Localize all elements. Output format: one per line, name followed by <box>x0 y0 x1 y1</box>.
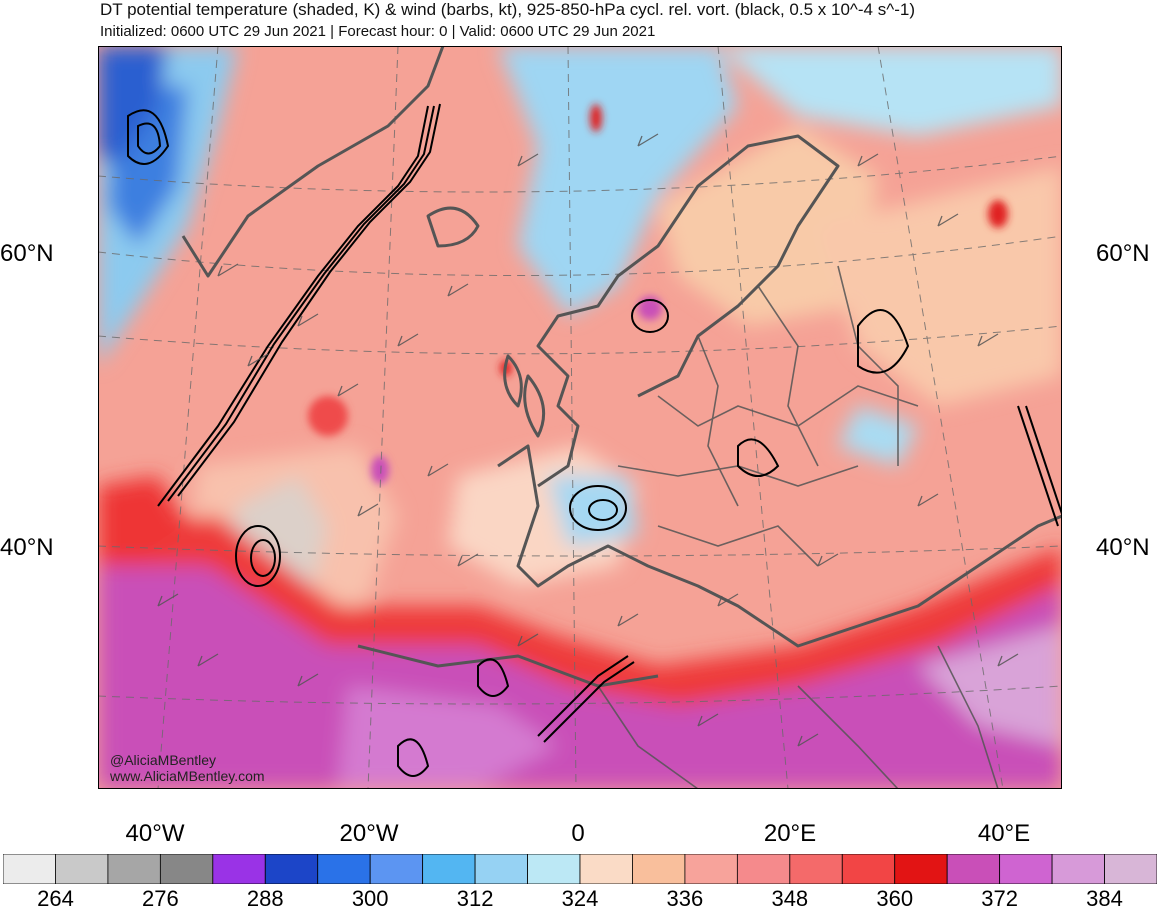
colorbar-swatch-19 <box>999 854 1053 884</box>
colorbar-label-300: 300 <box>351 886 389 911</box>
lat-label-40n-right: 40°N <box>1096 534 1150 561</box>
colorbar-label-324: 324 <box>561 886 599 911</box>
country-borders <box>597 265 999 789</box>
colorbar <box>3 854 1157 884</box>
colorbar-swatch-15 <box>789 854 843 884</box>
cold-airmass-north <box>498 46 738 316</box>
lat-label-60n-left: 60°N <box>0 240 54 267</box>
colorbar-label-264: 264 <box>37 886 74 911</box>
colorbar-swatch-9 <box>474 854 528 884</box>
colorbar-label-336: 336 <box>666 886 704 911</box>
colorbar-swatch-14 <box>736 854 791 884</box>
colorbar-swatch-0 <box>3 854 56 884</box>
colorbar-swatch-16 <box>841 854 896 884</box>
colorbar-swatch-4 <box>212 854 266 884</box>
map-title: DT potential temperature (shaded, K) & w… <box>100 0 915 19</box>
colorbar-swatch-18 <box>946 854 1001 884</box>
colorbar-label-348: 348 <box>771 886 809 911</box>
map-subtitle: Initialized: 0600 UTC 29 Jun 2021 | Fore… <box>100 23 656 40</box>
lon-label-20e: 20°E <box>763 820 817 847</box>
lon-label-40w: 40°W <box>125 820 185 847</box>
colorbar-swatch-3 <box>159 854 214 884</box>
wind-barbs <box>157 133 1019 747</box>
colorbar-swatch-8 <box>422 854 476 884</box>
colorbar-swatch-1 <box>55 854 109 884</box>
colorbar-swatch-12 <box>632 854 686 884</box>
colorbar-label-312: 312 <box>456 886 494 911</box>
vorticity-contours <box>127 103 1062 777</box>
colorbar-label-360: 360 <box>876 886 914 911</box>
colorbar-label-384: 384 <box>1086 886 1123 911</box>
colorbar-swatch-6 <box>317 854 371 884</box>
lat-label-60n-right: 60°N <box>1096 240 1150 267</box>
colorbar-swatch-10 <box>527 854 581 884</box>
lon-label-20w: 20°W <box>339 820 399 847</box>
colorbar-swatch-5 <box>264 854 319 884</box>
colorbar-swatch-13 <box>684 854 738 884</box>
colorbar-swatch-17 <box>894 854 948 884</box>
lat-label-40n-left: 40°N <box>0 534 54 561</box>
colorbar-label-288: 288 <box>246 886 284 911</box>
coastlines <box>181 46 1062 688</box>
weather-map <box>98 46 1062 789</box>
credit-handle: @AliciaMBentley <box>110 752 217 768</box>
lon-label-40e: 40°E <box>977 820 1031 847</box>
colorbar-label-276: 276 <box>142 886 179 911</box>
colorbar-swatch-11 <box>579 854 633 884</box>
colorbar-swatch-21 <box>1104 854 1157 884</box>
colorbar-swatch-7 <box>369 854 424 884</box>
graticule <box>98 46 1062 789</box>
colorbar-swatch-2 <box>107 854 161 884</box>
lon-label-0: 0 <box>571 820 585 847</box>
colorbar-swatch-20 <box>1051 854 1105 884</box>
credit-website: www.AliciaMBentley.com <box>110 768 265 784</box>
colorbar-label-372: 372 <box>981 886 1018 911</box>
